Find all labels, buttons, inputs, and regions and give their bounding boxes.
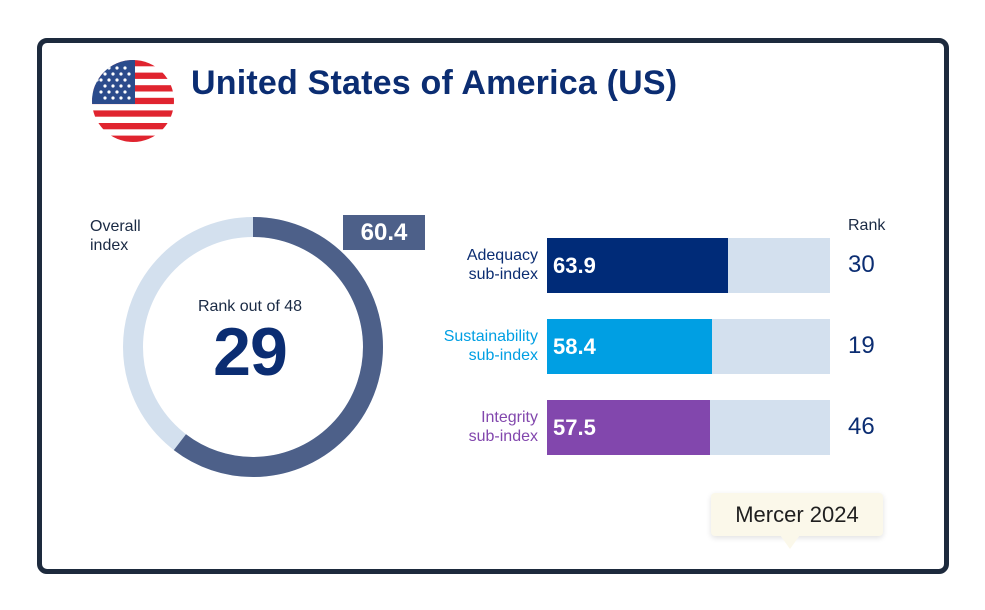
bar-value-fill [547, 238, 728, 293]
bar-value-fill [547, 319, 713, 374]
bar-rank-value: 19 [848, 332, 875, 359]
bar-rank-value: 46 [848, 413, 875, 440]
bar-category-label: Integrity sub-index [468, 409, 538, 445]
rank-label: Rank out of 48 [197, 298, 303, 315]
overall-index-label: Overall index [90, 217, 160, 255]
overall-score-badge: 60.4 [343, 215, 425, 250]
bar-category-label: Sustainability sub-index [443, 328, 538, 364]
bar-value-label: 57.5 [553, 415, 596, 440]
page-title: United States of America (US) [191, 64, 678, 102]
bar-value-label: 58.4 [553, 334, 596, 359]
overall-rank-value: 29 [213, 314, 288, 390]
bar-value-label: 63.9 [553, 253, 596, 278]
us-flag-icon [92, 60, 174, 142]
rank-column-header: Rank [848, 217, 886, 234]
bar-category-label: Adequacy sub-index [466, 247, 538, 283]
donut-value-arc [123, 217, 383, 477]
source-tooltip: Mercer 2024 [711, 493, 883, 536]
overall-index-donut [123, 217, 383, 477]
country-card [37, 38, 949, 574]
bar-value-fill [547, 400, 710, 455]
bar-rank-value: 30 [848, 251, 875, 278]
tooltip-tail [780, 535, 800, 549]
overall-index-label-text: Overall index [90, 218, 141, 254]
